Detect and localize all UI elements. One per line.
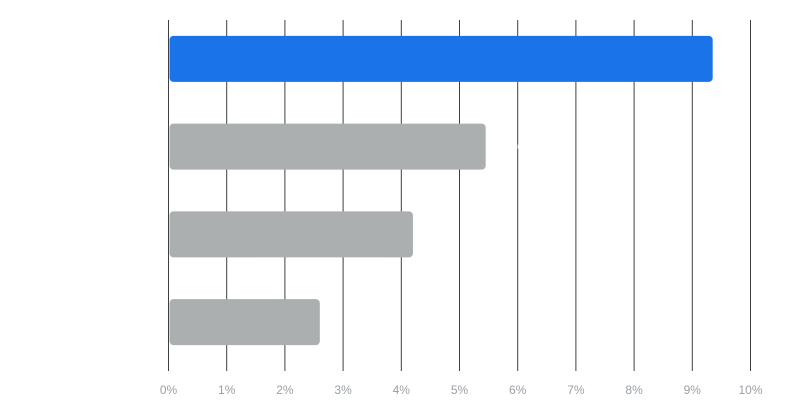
- x-tick-label: 10%: [738, 383, 762, 397]
- x-tick-label: 0%: [160, 383, 178, 397]
- bar: [169, 211, 413, 258]
- x-tick-label: 1%: [218, 383, 236, 397]
- bar-value-marker: [351, 320, 354, 325]
- bar-value-marker: [744, 56, 747, 61]
- x-tick-label: 9%: [684, 383, 702, 397]
- bar-value-marker: [517, 144, 520, 149]
- bars: [169, 35, 747, 346]
- bar-highlighted: [169, 35, 713, 82]
- x-tick-label: 7%: [567, 383, 585, 397]
- bar: [169, 123, 486, 170]
- x-tick-label: 3%: [334, 383, 352, 397]
- x-tick-label: 2%: [276, 383, 294, 397]
- x-tick-label: 5%: [451, 383, 469, 397]
- x-tick-label: 6%: [509, 383, 527, 397]
- x-tick-label: 4%: [393, 383, 411, 397]
- bar: [169, 299, 320, 346]
- x-axis-tick-labels: 0% 1% 2% 3% 4% 5% 6% 7% 8% 9% 10%: [160, 383, 763, 397]
- bar-value-marker: [444, 232, 447, 237]
- x-tick-label: 8%: [625, 383, 643, 397]
